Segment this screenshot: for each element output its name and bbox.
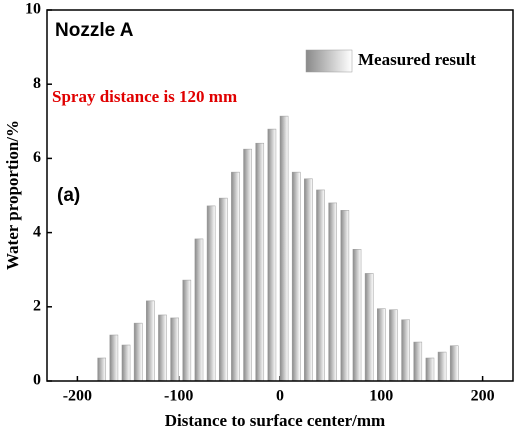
- y-tick-label: 8: [33, 75, 41, 92]
- bar: [97, 357, 107, 382]
- plot-frame: [46, 9, 514, 382]
- bar: [328, 202, 337, 382]
- annotation: Spray distance is 120 mm: [52, 87, 237, 106]
- bar: [121, 344, 131, 382]
- bar: [194, 238, 204, 382]
- bar: [243, 148, 252, 382]
- bar: [291, 171, 301, 382]
- y-axis-label: Water proportion/%: [3, 120, 22, 270]
- bar: [255, 142, 265, 382]
- bar: [206, 205, 216, 382]
- bar: [449, 345, 459, 382]
- y-tick-label: 6: [33, 149, 41, 166]
- bar: [158, 314, 167, 382]
- y-tick-label: 2: [33, 297, 41, 314]
- bar: [425, 357, 435, 382]
- y-tick-label: 4: [33, 223, 41, 240]
- legend-swatch: [305, 49, 353, 73]
- bar: [267, 128, 277, 382]
- x-tick-label: -100: [164, 388, 193, 405]
- bar: [182, 279, 192, 382]
- bar: [218, 197, 228, 382]
- bar: [109, 334, 119, 382]
- annotation: (a): [57, 185, 80, 206]
- bar: [133, 322, 143, 382]
- x-tick-label: 0: [276, 388, 284, 405]
- legend-label: Measured result: [358, 50, 476, 69]
- bar: [170, 317, 179, 382]
- bar: [340, 210, 350, 382]
- bar: [231, 171, 240, 382]
- bar: [146, 300, 155, 382]
- bar: [304, 178, 313, 382]
- bar: [413, 341, 423, 382]
- bar: [364, 273, 374, 382]
- x-axis-label: Distance to surface center/mm: [165, 411, 385, 430]
- bar: [437, 351, 447, 382]
- y-tick-label: 0: [33, 372, 41, 389]
- y-tick-label: 10: [25, 1, 41, 18]
- chart-title: Nozzle A: [55, 20, 134, 41]
- bar: [279, 115, 289, 382]
- bar: [389, 309, 398, 382]
- x-tick-label: 200: [471, 388, 495, 405]
- bar: [352, 249, 362, 382]
- x-tick-label: 100: [369, 388, 393, 405]
- bar: [377, 308, 386, 382]
- x-tick-label: -200: [63, 388, 92, 405]
- bar: [401, 319, 410, 382]
- bar: [316, 189, 325, 382]
